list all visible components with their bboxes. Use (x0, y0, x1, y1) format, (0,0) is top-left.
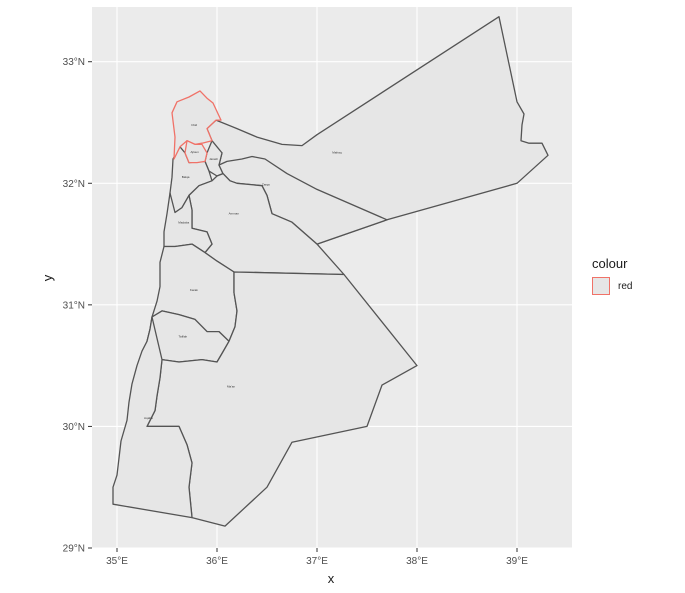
legend-item-red: red (592, 277, 632, 295)
region-aqaba (112, 316, 193, 519)
x-tick-label: 37°E (306, 556, 328, 567)
legend-key (592, 277, 610, 295)
region-label: Irbid (191, 123, 197, 127)
x-tick-label: 36°E (206, 556, 228, 567)
x-tick-label: 39°E (506, 556, 528, 567)
x-tick-label: 35°E (106, 556, 128, 567)
y-tick-label: 32°N (63, 179, 85, 190)
y-axis-title: y (40, 274, 55, 281)
region-label: Aqaba (144, 416, 153, 420)
y-tick-label: 29°N (63, 544, 85, 555)
y-tick-label: 33°N (63, 57, 85, 68)
region-madaba (163, 192, 213, 254)
region-jarash (204, 140, 224, 177)
legend-title: colour (592, 256, 628, 271)
y-axis: 29°N 30°N 31°N 32°N 33°N (63, 57, 92, 555)
x-axis: 35°E 36°E 37°E 38°E 39°E (106, 548, 528, 567)
x-tick-label: 38°E (406, 556, 428, 567)
region-label: Madaba (178, 220, 189, 224)
region-label: Tafilah (179, 335, 188, 339)
map-regions (112, 16, 549, 527)
region-label: Balqa (182, 175, 190, 179)
region-labels: Mafraq Jarash Balqa Zarqa Amman Madaba Karak Ta… (144, 123, 342, 420)
y-tick-label: 30°N (63, 422, 85, 433)
region-label: Mafraq (332, 151, 342, 155)
region-label: Ma'an (227, 385, 235, 389)
region-label: Ajloun (190, 150, 199, 154)
x-axis-title: x (328, 571, 335, 586)
region-label: Amman (229, 212, 240, 216)
legend-swatch (592, 277, 610, 295)
legend: colour red (592, 256, 632, 295)
region-label: Jarash (209, 157, 218, 161)
region-ajloun (184, 140, 208, 164)
region-label: Karak (190, 288, 198, 292)
region-label: Zarqa (262, 183, 270, 187)
legend-label: red (618, 280, 633, 292)
y-tick-label: 31°N (63, 300, 85, 311)
